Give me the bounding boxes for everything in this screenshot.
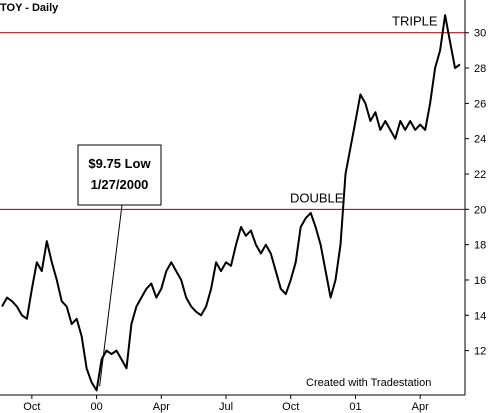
footer: Created with Tradestation — [306, 377, 431, 389]
x-tick-label: Oct — [282, 401, 299, 413]
x-tick-label: Apr — [153, 401, 170, 413]
x-tick-label: 01 — [349, 401, 361, 413]
x-tick-label: 00 — [90, 401, 102, 413]
price-line — [1, 14, 461, 392]
y-tick-label: 22 — [474, 169, 486, 181]
x-tick-label: Jul — [219, 401, 233, 413]
y-tick-label: 26 — [474, 98, 486, 110]
y-tick-label: 16 — [474, 275, 486, 287]
y-tick-label: 12 — [474, 346, 486, 358]
y-tick-label: 18 — [474, 240, 486, 252]
x-tick-label: Apr — [412, 401, 429, 413]
chart-title: TOY - Daily — [0, 2, 59, 14]
reference-label: TRIPLE — [392, 14, 438, 29]
y-tick-label: 30 — [474, 28, 486, 40]
y-tick-label: 28 — [474, 63, 486, 75]
annotation-text: 1/27/2000 — [91, 177, 149, 192]
x-tick-label: Oct — [23, 401, 40, 413]
y-tick-label: 14 — [474, 310, 486, 322]
reference-label: DOUBLE — [290, 190, 344, 205]
annotation-box — [77, 144, 162, 206]
annotation-pointer — [99, 204, 123, 387]
y-tick-label: 20 — [474, 204, 486, 216]
y-tick-label: 24 — [474, 134, 486, 146]
annotation-text: $9.75 Low — [88, 156, 151, 171]
